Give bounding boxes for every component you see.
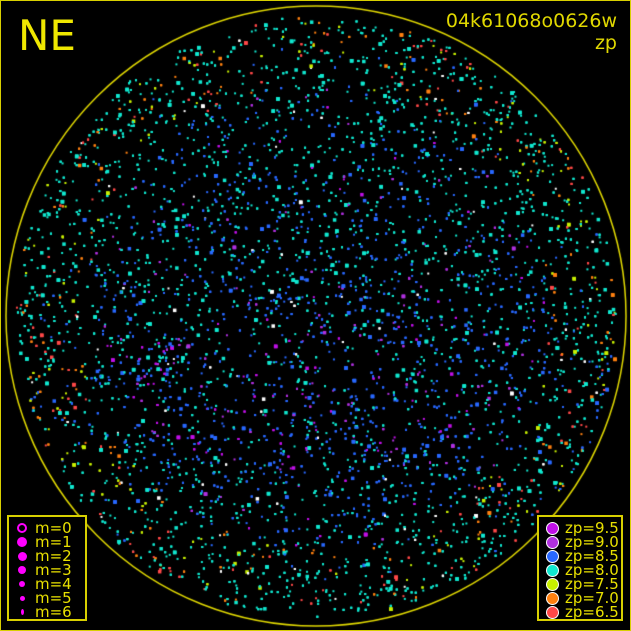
magnitude-label: m=1 [35, 533, 72, 551]
magnitude-symbol-icon [9, 523, 35, 533]
zp-color-swatch-icon [539, 605, 565, 619]
zp-legend-item: zp=9.0 [539, 533, 621, 551]
zp-label: zp=6.5 [565, 603, 619, 621]
magnitude-label: m=6 [35, 603, 72, 621]
zp-color-swatch-icon [539, 563, 565, 577]
magnitude-legend-item: m=2 [9, 547, 85, 565]
zp-color-swatch-icon [539, 549, 565, 563]
magnitude-label: m=5 [35, 589, 72, 607]
zp-color-swatch-icon [539, 577, 565, 591]
zp-label: zp=7.0 [565, 589, 619, 607]
magnitude-legend-item: m=1 [9, 533, 85, 551]
zp-legend-item: zp=7.5 [539, 575, 621, 593]
zp-label: zp=8.0 [565, 561, 619, 579]
magnitude-legend-item: m=4 [9, 575, 85, 593]
magnitude-label: m=3 [35, 561, 72, 579]
magnitude-symbol-icon [9, 566, 35, 574]
magnitude-legend-item: m=0 [9, 519, 85, 537]
zp-label: zp=8.5 [565, 547, 619, 565]
zp-color-swatch-icon [539, 535, 565, 549]
image-id: 04k61068o0626w [445, 10, 617, 32]
magnitude-symbol-icon [9, 537, 35, 547]
zp-label: zp=9.0 [565, 533, 619, 551]
magnitude-legend: m=0 m=1 m=2 m=3 m=4 m=5 m=6 [7, 515, 87, 621]
zp-legend-item: zp=8.0 [539, 561, 621, 579]
direction-label: NE [18, 11, 76, 60]
magnitude-symbol-icon [9, 551, 35, 561]
zp-legend-item: zp=7.0 [539, 589, 621, 607]
zp-label: zp=9.5 [565, 519, 619, 537]
zp-legend-item: zp=8.5 [539, 547, 621, 565]
image-title: 04k61068o0626w zp [446, 10, 617, 54]
mode-label: zp [594, 32, 617, 54]
magnitude-legend-item: m=5 [9, 589, 85, 607]
zp-legend-item: zp=6.5 [539, 603, 621, 621]
zp-color-swatch-icon [539, 591, 565, 605]
zp-legend-item: zp=9.5 [539, 519, 621, 537]
magnitude-symbol-icon [9, 609, 35, 615]
magnitude-legend-item: m=3 [9, 561, 85, 579]
magnitude-label: m=0 [35, 519, 72, 537]
magnitude-label: m=2 [35, 547, 72, 565]
zp-color-swatch-icon [539, 521, 565, 535]
magnitude-symbol-icon [9, 581, 35, 587]
zp-legend: zp=9.5 zp=9.0 zp=8.5 zp=8.0 zp=7.5 zp=7.0 zp=6… [537, 515, 623, 621]
magnitude-symbol-icon [9, 595, 35, 601]
magnitude-legend-item: m=6 [9, 603, 85, 621]
magnitude-label: m=4 [35, 575, 72, 593]
zp-label: zp=7.5 [565, 575, 619, 593]
